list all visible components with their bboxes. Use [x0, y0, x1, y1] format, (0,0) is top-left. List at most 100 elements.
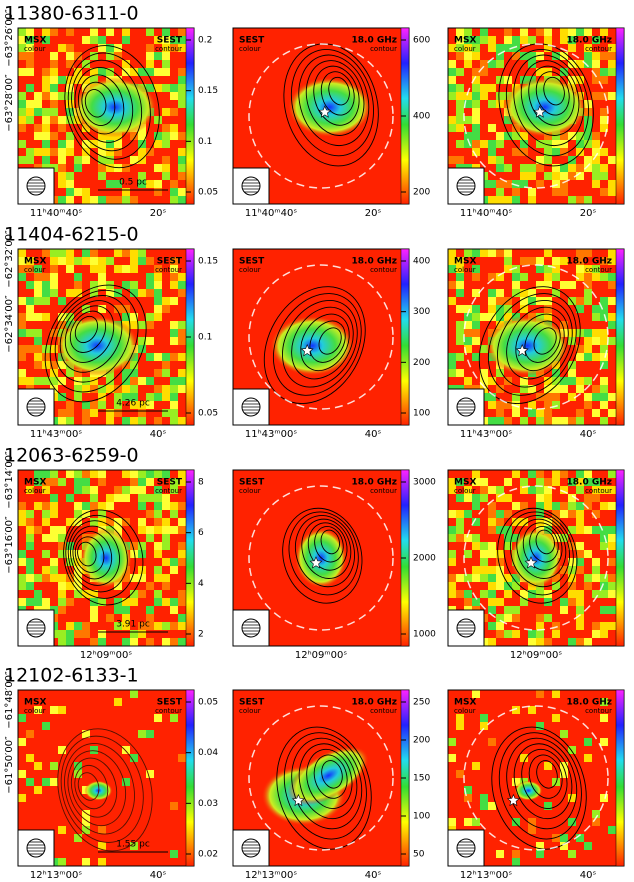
- pixel: [576, 28, 584, 36]
- pixel: [544, 273, 552, 281]
- pixel: [114, 180, 122, 188]
- pixel: [42, 281, 50, 289]
- pixel: [448, 818, 456, 826]
- pixel: [480, 68, 488, 76]
- pixel: [130, 486, 138, 494]
- contour: [307, 522, 348, 571]
- pixel: [536, 140, 544, 148]
- pixel: [592, 385, 600, 393]
- pixel: [58, 148, 66, 156]
- contour-label: 18.0 GHz: [352, 478, 398, 488]
- pixel: [74, 369, 82, 377]
- pixel: [122, 574, 130, 582]
- pixel: [34, 132, 42, 140]
- pixel: [544, 614, 552, 622]
- pixel: [146, 582, 154, 590]
- pixel: [154, 305, 162, 313]
- pixel: [26, 84, 34, 92]
- pixel: [488, 582, 496, 590]
- pixel: [592, 393, 600, 401]
- pixel: [512, 574, 520, 582]
- pixel: [544, 377, 552, 385]
- pixel: [26, 510, 34, 518]
- pixel: [480, 140, 488, 148]
- pixel: [146, 281, 154, 289]
- pixel: [146, 606, 154, 614]
- pixel: [600, 698, 608, 706]
- pixel: [560, 834, 568, 842]
- pixel: [512, 630, 520, 638]
- pixel: [130, 257, 138, 265]
- pixel: [66, 52, 74, 60]
- pixel: [18, 598, 26, 606]
- contour: [263, 286, 366, 404]
- contour: [535, 71, 570, 116]
- pixel: [504, 401, 512, 409]
- pixel: [496, 132, 504, 140]
- colorbar-label: 150: [413, 774, 430, 784]
- pixel: [146, 321, 154, 329]
- pixel: [488, 622, 496, 630]
- pixel: [528, 826, 536, 834]
- pixel: [464, 140, 472, 148]
- pixel: [472, 353, 480, 361]
- pixel: [552, 534, 560, 542]
- pixel: [576, 196, 584, 204]
- pixel: [146, 60, 154, 68]
- pixel: [90, 52, 98, 60]
- pixel: [170, 478, 178, 486]
- pixel: [122, 385, 130, 393]
- pixel: [584, 297, 592, 305]
- pixel: [146, 401, 154, 409]
- pixel: [138, 289, 146, 297]
- contour-label: SEST: [157, 257, 183, 267]
- pixel: [448, 754, 456, 762]
- image-sublabel: colour: [239, 45, 261, 53]
- pixel: [448, 353, 456, 361]
- pixel: [496, 558, 504, 566]
- pixel: [114, 393, 122, 401]
- pixel: [576, 76, 584, 84]
- pixel: [170, 337, 178, 345]
- pixel: [130, 68, 138, 76]
- pixel: [592, 140, 600, 148]
- pixel: [592, 329, 600, 337]
- pixel: [106, 494, 114, 502]
- image-label: MSX: [24, 36, 46, 46]
- pixel: [512, 148, 520, 156]
- pixel: [178, 590, 186, 598]
- pixel: [42, 289, 50, 297]
- pixel: [456, 273, 464, 281]
- pixel: [130, 281, 138, 289]
- pixel: [146, 534, 154, 542]
- pixel: [154, 36, 162, 44]
- pixel: [162, 361, 170, 369]
- contour: [60, 735, 144, 843]
- pixel: [592, 478, 600, 486]
- pixel: [146, 28, 154, 36]
- pixel: [66, 148, 74, 156]
- pixel: [520, 172, 528, 180]
- primary-beam: [463, 43, 609, 189]
- pixel: [154, 526, 162, 534]
- pixel: [162, 526, 170, 534]
- pixel: [448, 257, 456, 265]
- pixel: [18, 257, 26, 265]
- pixel: [138, 502, 146, 510]
- pixel: [82, 385, 90, 393]
- pixel: [34, 377, 42, 385]
- pixel: [464, 510, 472, 518]
- pixel: [162, 558, 170, 566]
- pixel: [592, 574, 600, 582]
- pixel: [162, 164, 170, 172]
- pixel: [34, 337, 42, 345]
- pixel: [472, 36, 480, 44]
- pixel: [472, 148, 480, 156]
- pixel: [592, 486, 600, 494]
- pixel: [560, 762, 568, 770]
- ra-label: 11ʰ43ᵐ00ˢ: [30, 429, 82, 440]
- pixel: [472, 762, 480, 770]
- pixel: [146, 510, 154, 518]
- pixel: [98, 164, 106, 172]
- pixel: [114, 385, 122, 393]
